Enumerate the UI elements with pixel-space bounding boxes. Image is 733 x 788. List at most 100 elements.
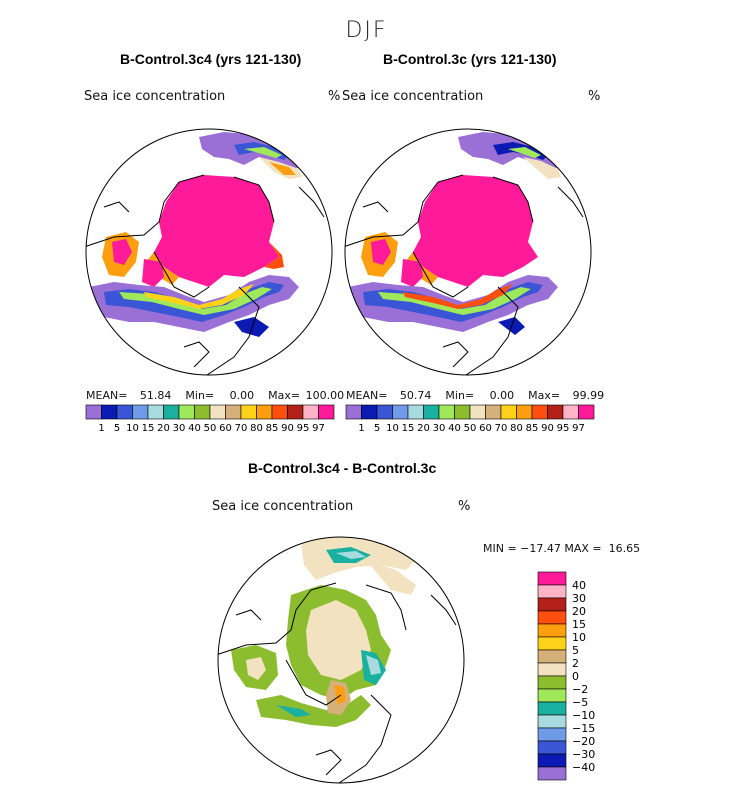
right-colorbar-swatch	[531, 404, 548, 420]
right-colorbar-label: 30	[433, 423, 446, 434]
left-colorbar-swatch	[225, 404, 242, 420]
difference-colorbar-swatch	[537, 649, 567, 664]
right-colorbar-label: 97	[572, 423, 585, 434]
difference-colorbar-label: 2	[572, 657, 579, 670]
right-colorbar-swatch	[392, 404, 409, 420]
right-colorbar-label: 70	[495, 423, 508, 434]
right-mean-label: MEAN=	[346, 389, 388, 402]
difference-variable-label: Sea ice concentration	[212, 499, 354, 514]
difference-colorbar-label: −40	[572, 761, 595, 774]
difference-colorbar-label: 10	[572, 631, 586, 644]
right-colorbar-swatch	[407, 404, 424, 420]
left-min-value: 0.00	[229, 389, 255, 402]
difference-colorbar-swatch	[537, 571, 567, 586]
left-colorbar: 1 5 10 15 20 30 40 50 60 70 80 85 90 95 97	[85, 404, 335, 434]
left-max-label: Max=	[268, 389, 301, 402]
left-colorbar-label: 85	[266, 423, 279, 434]
right-colorbar-label: 20	[417, 423, 430, 434]
difference-colorbar-swatch	[537, 584, 567, 599]
left-colorbar-label: 15	[142, 423, 155, 434]
difference-colorbar-swatch	[537, 714, 567, 729]
right-units-label: %	[588, 89, 601, 104]
left-colorbar-swatch	[287, 404, 304, 420]
right-colorbar-swatch	[376, 404, 393, 420]
right-colorbar-swatch	[454, 404, 471, 420]
right-max-value: 99.99	[572, 389, 605, 402]
right-colorbar-label: 1	[358, 423, 364, 434]
difference-colorbar-label: −2	[572, 683, 588, 696]
right-colorbar-label: 15	[402, 423, 415, 434]
right-colorbar-label: 40	[448, 423, 461, 434]
left-colorbar-swatch	[302, 404, 319, 420]
right-colorbar: 1 5 10 15 20 30 40 50 60 70 80 85 90 95 97	[345, 404, 595, 434]
right-colorbar-swatch	[578, 404, 595, 420]
difference-colorbar-swatch	[537, 727, 567, 742]
right-colorbar-swatch	[345, 404, 362, 420]
left-colorbar-label: 90	[281, 423, 294, 434]
right-colorbar-label: 95	[557, 423, 570, 434]
left-colorbar-swatch	[209, 404, 226, 420]
right-colorbar-label: 10	[386, 423, 399, 434]
left-colorbar-label: 80	[250, 423, 263, 434]
left-colorbar-swatch	[85, 404, 102, 420]
left-colorbar-swatch	[256, 404, 273, 420]
right-colorbar-swatch	[516, 404, 533, 420]
right-colorbar-swatch	[469, 404, 486, 420]
right-colorbar-swatch	[500, 404, 517, 420]
difference-colorbar-swatch	[537, 623, 567, 638]
left-mean-value: 51.84	[139, 389, 172, 402]
right-colorbar-swatch	[361, 404, 378, 420]
difference-colorbar-swatch	[537, 597, 567, 612]
difference-colorbar-swatch	[537, 766, 567, 781]
left-colorbar-label: 5	[114, 423, 120, 434]
difference-colorbar-label: 5	[572, 644, 579, 657]
left-variable-label: Sea ice concentration	[84, 89, 226, 104]
difference-colorbar-swatch	[537, 636, 567, 651]
right-colorbar-swatch	[547, 404, 564, 420]
difference-colorbar-swatch	[537, 610, 567, 625]
left-colorbar-label: 95	[297, 423, 310, 434]
right-min-value: 0.00	[489, 389, 515, 402]
left-stats: MEAN= 51.84 Min= 0.00 Max= 100.00	[86, 389, 344, 402]
left-colorbar-swatch	[132, 404, 149, 420]
difference-colorbar-label: −20	[572, 735, 595, 748]
left-colorbar-label: 10	[126, 423, 139, 434]
season-title: DJF	[345, 18, 388, 43]
difference-colorbar-swatch	[537, 740, 567, 755]
left-colorbar-label: 97	[312, 423, 325, 434]
left-polar-map	[85, 128, 333, 376]
difference-colorbar-label: 15	[572, 618, 586, 631]
left-units-label: %	[328, 89, 341, 104]
right-polar-map	[344, 128, 592, 376]
left-panel-title: B-Control.3c4 (yrs 121-130)	[120, 51, 302, 67]
right-mean-value: 50.74	[399, 389, 432, 402]
right-colorbar-label: 85	[526, 423, 539, 434]
difference-colorbar-label: −5	[572, 696, 588, 709]
right-colorbar-label: 60	[479, 423, 492, 434]
left-colorbar-label: 20	[157, 423, 170, 434]
right-colorbar-label: 80	[510, 423, 523, 434]
right-colorbar-swatch	[423, 404, 440, 420]
difference-colorbar-label: 20	[572, 605, 586, 618]
right-colorbar-label: 90	[541, 423, 554, 434]
difference-colorbar-swatch	[537, 675, 567, 690]
left-colorbar-label: 1	[98, 423, 104, 434]
left-colorbar-swatch	[194, 404, 211, 420]
difference-stats: MIN = −17.47 MAX = 16.65	[483, 542, 641, 555]
left-colorbar-label: 50	[204, 423, 217, 434]
left-colorbar-swatch	[271, 404, 288, 420]
difference-polar-map	[217, 536, 465, 784]
difference-colorbar-swatch	[537, 688, 567, 703]
right-variable-label: Sea ice concentration	[342, 89, 484, 104]
difference-colorbar-label: 40	[572, 579, 586, 592]
right-colorbar-swatch	[562, 404, 579, 420]
right-panel-title: B-Control.3c (yrs 121-130)	[383, 51, 557, 67]
left-colorbar-swatch	[240, 404, 257, 420]
difference-colorbar-label: 30	[572, 592, 586, 605]
difference-title: B-Control.3c4 - B-Control.3c	[248, 460, 437, 476]
right-colorbar-label: 50	[464, 423, 477, 434]
left-max-value: 100.00	[305, 389, 345, 402]
right-stats: MEAN= 50.74 Min= 0.00 Max= 99.99	[346, 389, 604, 402]
right-colorbar-swatch	[438, 404, 455, 420]
